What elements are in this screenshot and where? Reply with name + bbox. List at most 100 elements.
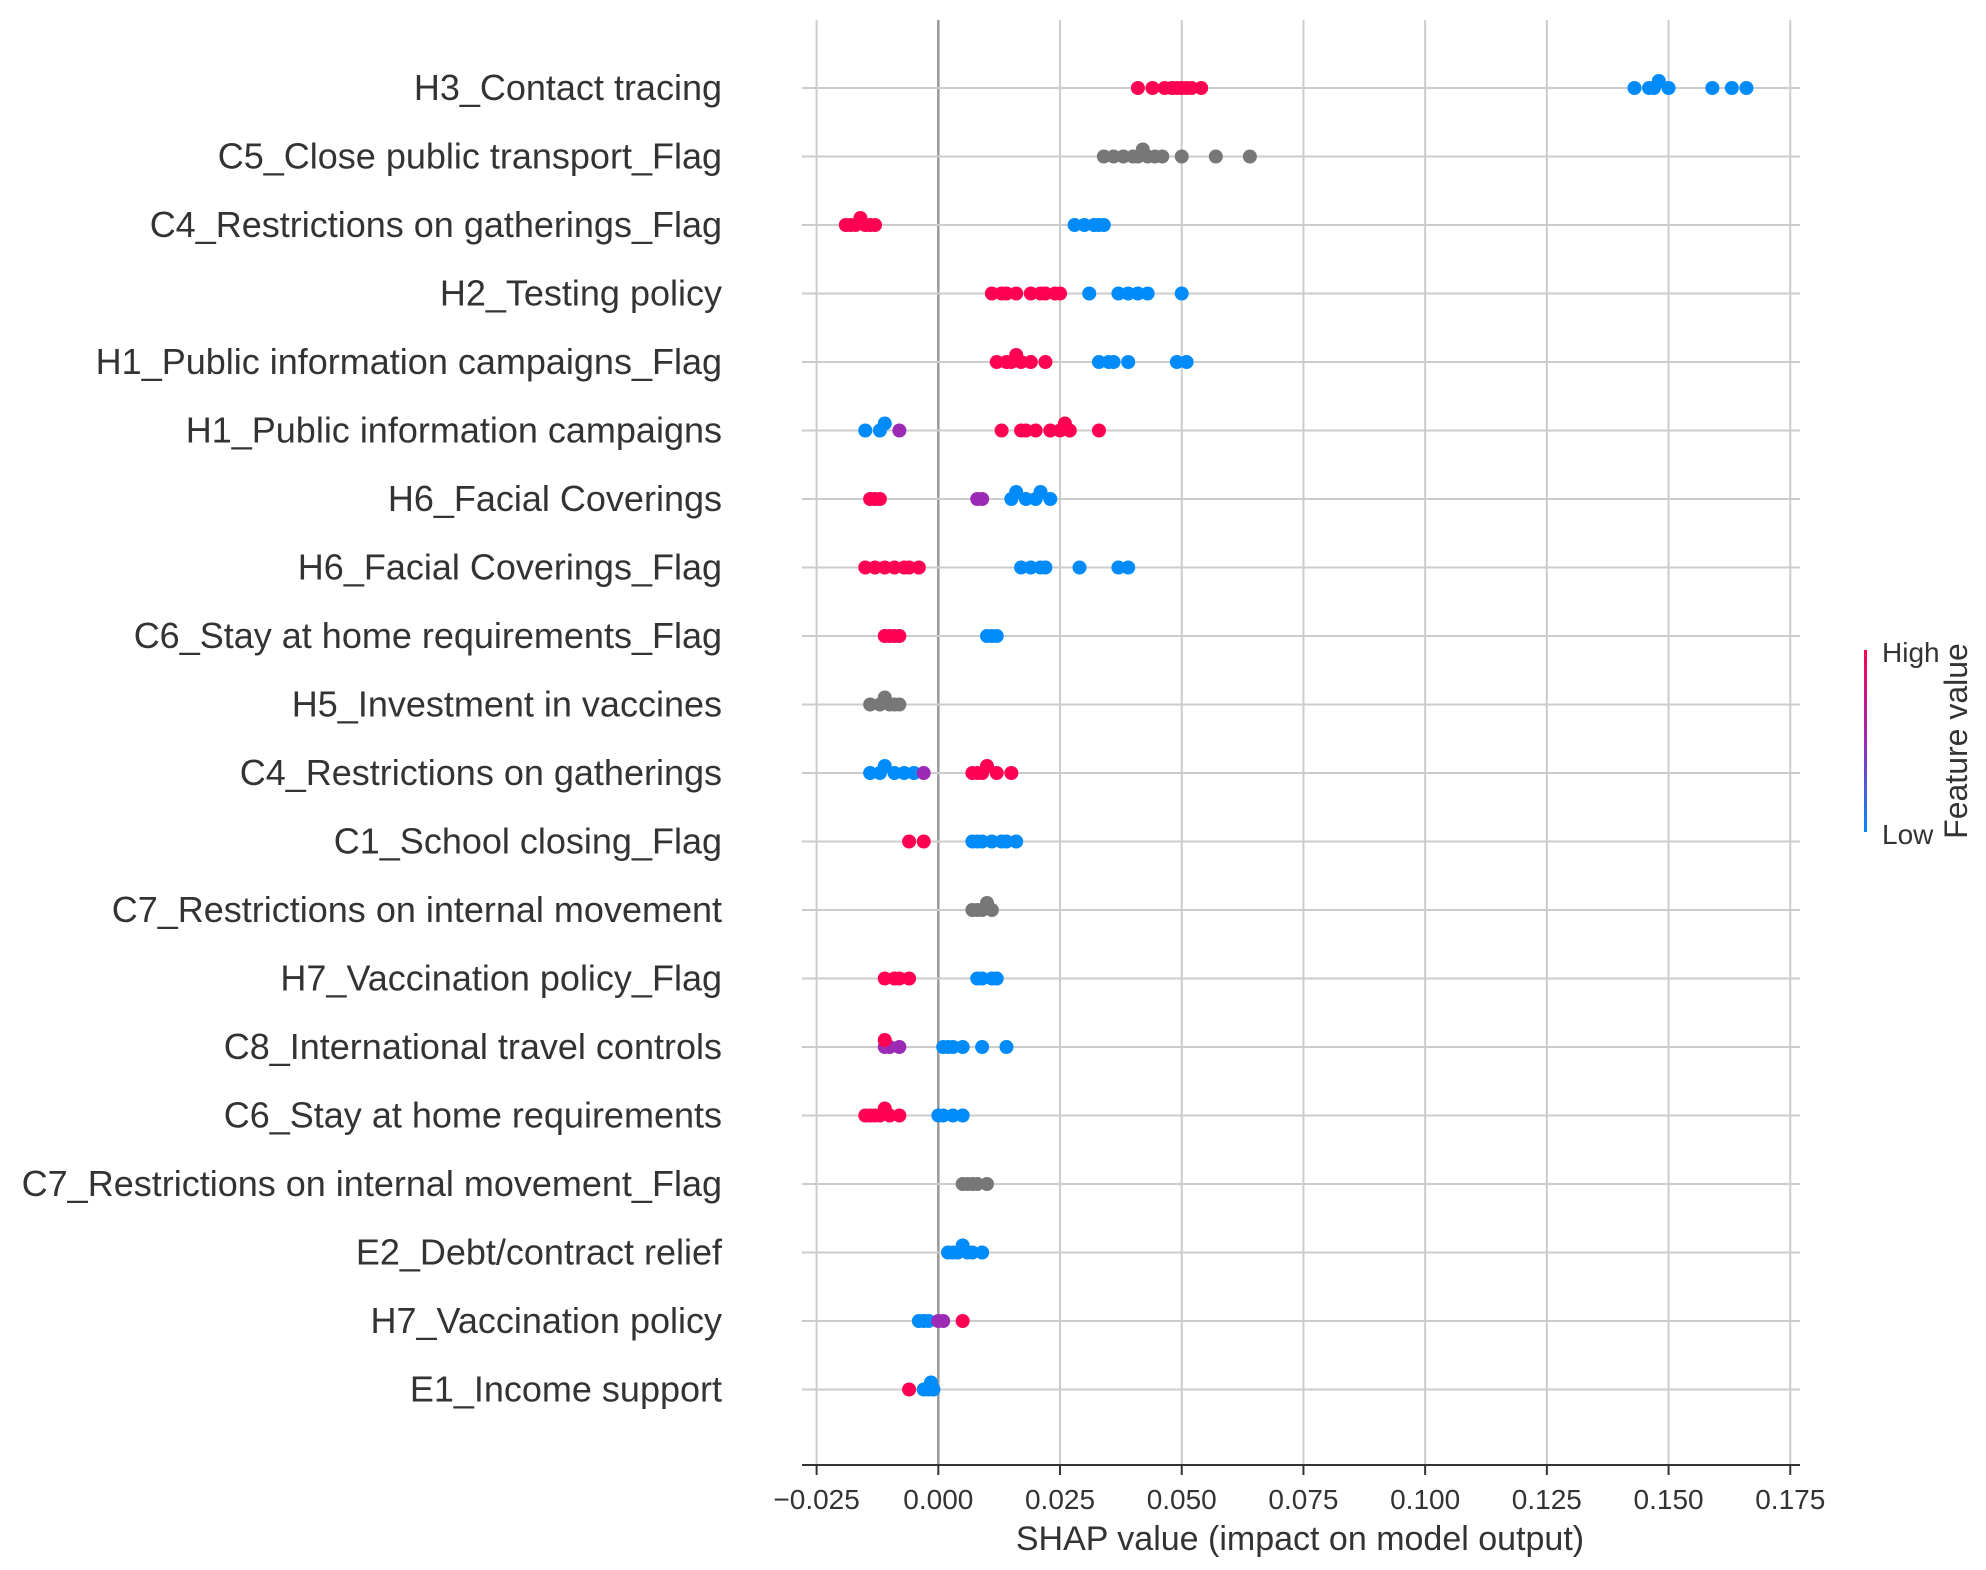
shap-point xyxy=(1130,81,1145,95)
feature-label: H1_Public information campaigns xyxy=(186,410,722,451)
shap-point xyxy=(902,1382,917,1397)
feature-label: C4_Restrictions on gatherings xyxy=(240,752,722,793)
shap-point xyxy=(892,629,907,643)
shap-point xyxy=(999,834,1014,849)
shap-point xyxy=(1121,355,1136,369)
shap-point xyxy=(1043,492,1058,506)
shap-point xyxy=(858,423,873,438)
shap-point xyxy=(1651,74,1666,88)
shap-point xyxy=(1130,286,1145,301)
shap-point xyxy=(970,1177,985,1191)
feature-label: E1_Income support xyxy=(410,1369,722,1410)
shap-point xyxy=(1169,355,1184,369)
shap-point xyxy=(955,1314,970,1328)
shap-point xyxy=(1043,423,1058,438)
x-tick-label: 0.125 xyxy=(1512,1484,1582,1515)
shap-point xyxy=(892,1040,907,1054)
shap-point xyxy=(979,1177,994,1191)
shap-point xyxy=(887,560,902,575)
shap-point xyxy=(1184,81,1199,95)
shap-point xyxy=(936,1314,951,1328)
shap-point xyxy=(1705,81,1720,95)
shap-point xyxy=(882,1108,897,1123)
shap-point xyxy=(984,286,999,301)
shap-point xyxy=(989,355,1004,369)
shap-point xyxy=(1077,218,1092,232)
feature-label: H7_Vaccination policy_Flag xyxy=(280,958,722,999)
shap-point xyxy=(858,560,873,575)
x-tick-label: 0.150 xyxy=(1634,1484,1704,1515)
shap-point xyxy=(1023,355,1038,369)
shap-point xyxy=(975,971,990,986)
shap-point xyxy=(877,1033,892,1047)
shap-point xyxy=(1082,286,1097,301)
shap-point xyxy=(989,629,1004,643)
feature-label: H6_Facial Coverings xyxy=(388,478,722,519)
feature-label: C7_Restrictions on internal movement xyxy=(112,889,722,930)
feature-label: H2_Testing policy xyxy=(440,273,722,314)
shap-point xyxy=(1242,149,1257,164)
colorbar-gradient xyxy=(1864,650,1867,832)
shap-point xyxy=(1014,355,1029,369)
shap-point xyxy=(916,834,931,849)
shap-point xyxy=(1739,81,1754,95)
shap-point xyxy=(984,903,999,917)
shap-point xyxy=(1038,560,1053,575)
shap-point xyxy=(975,1040,990,1054)
shap-point xyxy=(1116,149,1131,164)
feature-label: H7_Vaccination policy xyxy=(370,1300,722,1341)
shap-point xyxy=(1038,286,1053,301)
shap-point xyxy=(863,766,878,780)
shap-point xyxy=(965,1245,980,1260)
feature-label: C6_Stay at home requirements_Flag xyxy=(134,615,722,656)
shap-point xyxy=(1023,286,1038,301)
x-axis: −0.025 0.000 0.025 0.050 0.075 0.100 0.125 0.15… xyxy=(773,1464,1825,1515)
colorbar-title: Feature value xyxy=(1938,643,1974,839)
shap-point xyxy=(989,766,1004,780)
shap-point xyxy=(999,1040,1014,1054)
shap-point xyxy=(1067,218,1082,232)
shap-point xyxy=(945,1040,960,1054)
shap-point xyxy=(1018,423,1033,438)
shap-point xyxy=(936,1108,951,1123)
shap-point xyxy=(1106,149,1121,164)
shap-point xyxy=(979,759,994,773)
shap-point xyxy=(1018,492,1033,506)
shap-point xyxy=(1053,286,1068,301)
x-tick-label: 0.000 xyxy=(903,1484,973,1515)
shap-point xyxy=(1174,286,1189,301)
shap-point xyxy=(1004,766,1019,780)
shap-point xyxy=(892,697,907,712)
x-tick-label: 0.025 xyxy=(1025,1484,1095,1515)
shap-point xyxy=(1028,423,1043,438)
x-tick-label: −0.025 xyxy=(773,1484,859,1515)
shap-point xyxy=(868,218,883,232)
shap-point xyxy=(955,1040,970,1054)
shap-point xyxy=(892,423,907,438)
grid-layer xyxy=(815,20,1792,1465)
shap-point xyxy=(955,1108,970,1123)
shap-point xyxy=(1091,423,1106,438)
shap-point xyxy=(892,1108,907,1123)
row-lines-layer xyxy=(802,87,1800,1391)
feature-label: C7_Restrictions on internal movement_Fla… xyxy=(22,1163,722,1204)
shap-point xyxy=(916,766,931,780)
shap-point xyxy=(984,834,999,849)
feature-labels-layer: H3_Contact tracing C5_Close public transp… xyxy=(22,67,723,1410)
shap-point xyxy=(863,697,878,712)
shap-point xyxy=(877,971,892,986)
colorbar: High Low Feature value xyxy=(1864,637,1974,850)
shap-point xyxy=(994,423,1009,438)
shap-point xyxy=(1009,834,1024,849)
shap-point xyxy=(911,560,926,575)
x-tick-label: 0.050 xyxy=(1147,1484,1217,1515)
shap-point xyxy=(1111,286,1126,301)
shap-point xyxy=(902,834,917,849)
shap-point xyxy=(1111,560,1126,575)
shap-point xyxy=(1121,560,1136,575)
shap-point xyxy=(1194,81,1209,95)
shap-point xyxy=(975,834,990,849)
shap-point xyxy=(975,492,990,506)
shap-point xyxy=(1014,560,1029,575)
shap-point xyxy=(975,1245,990,1260)
